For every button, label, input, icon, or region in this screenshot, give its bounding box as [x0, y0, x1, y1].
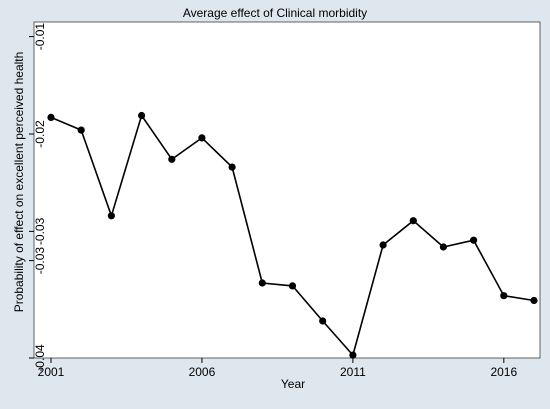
y-axis: -0.01 -0.02 -0.03 -0.03 -0.04 [29, 23, 47, 372]
plot-area [33, 21, 541, 359]
data-point [409, 217, 417, 225]
data-point [349, 351, 357, 359]
series-layer [47, 111, 538, 359]
data-point [379, 241, 387, 249]
data-point [439, 243, 447, 251]
y-tick-label: -0.03 [33, 217, 47, 245]
x-tick-label: 2016 [490, 365, 517, 379]
x-tick-label: 2011 [340, 365, 366, 379]
chart-title: Average effect of Clinical morbidity [183, 6, 367, 20]
data-point [138, 111, 146, 120]
y-tick-label: -0.01 [33, 23, 47, 51]
y-axis-label: Probability of effect on excellent perce… [12, 52, 26, 313]
x-tick-label: 2006 [189, 365, 216, 379]
data-point [107, 212, 115, 220]
data-point [168, 155, 176, 163]
data-point [258, 279, 266, 287]
data-point [47, 113, 55, 121]
data-point [228, 163, 236, 171]
data-point [530, 296, 538, 305]
data-point [470, 236, 478, 244]
data-point [77, 126, 85, 134]
data-point [198, 134, 206, 142]
y-tick-label: -0.03 [33, 247, 47, 275]
x-axis: 2001 2006 2011 2016 [38, 358, 517, 379]
y-tick-label: -0.04 [33, 344, 47, 372]
x-tick-label: 2001 [38, 365, 65, 379]
y-tick-label: -0.02 [33, 120, 47, 148]
data-point [319, 317, 327, 325]
data-point [288, 282, 297, 290]
data-point [500, 292, 508, 300]
x-axis-label: Year [281, 377, 305, 391]
